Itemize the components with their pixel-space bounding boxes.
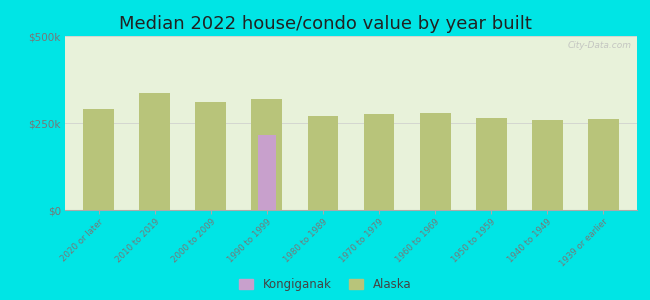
Bar <box>532 119 563 210</box>
Bar <box>588 119 619 210</box>
Bar <box>420 112 450 210</box>
Bar <box>363 114 395 210</box>
Bar <box>307 116 339 210</box>
Bar <box>83 109 114 210</box>
Bar <box>252 99 282 210</box>
Text: City-Data.com: City-Data.com <box>567 41 631 50</box>
Bar <box>476 118 506 210</box>
Legend: Kongiganak, Alaska: Kongiganak, Alaska <box>239 278 411 291</box>
Text: Median 2022 house/condo value by year built: Median 2022 house/condo value by year bu… <box>118 15 532 33</box>
Bar <box>196 102 226 210</box>
Bar <box>257 135 276 210</box>
Bar <box>139 93 170 210</box>
